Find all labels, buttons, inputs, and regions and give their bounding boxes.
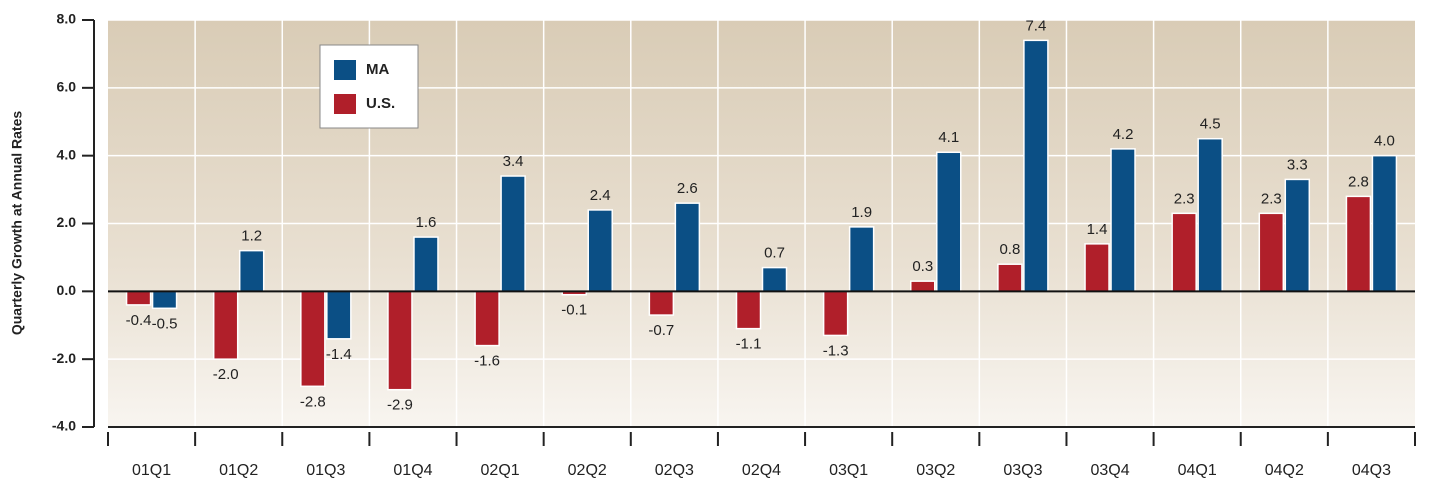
bar: [1197, 137, 1223, 293]
value-label: -1.4: [326, 346, 352, 363]
bar: [1284, 178, 1311, 293]
value-label: 4.0: [1374, 133, 1395, 150]
value-label: 0.7: [764, 245, 785, 262]
bar: [238, 249, 265, 293]
x-tick-label: 01Q1: [132, 462, 171, 479]
value-label: 2.3: [1174, 190, 1195, 207]
legend-swatch: [334, 60, 356, 80]
bar: [761, 266, 788, 293]
bar: [648, 290, 675, 316]
y-tick-label: -2.0: [52, 350, 76, 366]
value-label: 7.4: [1025, 17, 1046, 34]
bar: [500, 175, 526, 293]
bar: [1171, 212, 1197, 293]
y-tick-label: 0.0: [57, 282, 77, 298]
bar: [1371, 154, 1398, 293]
x-tick-label: 03Q3: [1003, 462, 1042, 479]
y-tick-label: 4.0: [57, 146, 77, 162]
x-tick-label: 04Q1: [1178, 462, 1217, 479]
value-label: 1.4: [1087, 221, 1108, 238]
bar: [387, 290, 413, 391]
x-tick-label: 03Q4: [1090, 462, 1129, 479]
value-label: 2.6: [677, 180, 698, 197]
bar: [1023, 39, 1049, 293]
value-label: 2.8: [1348, 173, 1369, 190]
bar: [326, 290, 352, 340]
bar: [413, 236, 439, 293]
value-label: 0.3: [912, 258, 933, 275]
x-tick-label: 04Q3: [1352, 462, 1391, 479]
y-tick-label: 2.0: [57, 214, 77, 230]
value-label: -1.1: [736, 336, 762, 353]
value-label: 3.3: [1287, 156, 1308, 173]
y-tick-label: 8.0: [57, 11, 77, 27]
value-label: -1.6: [474, 353, 500, 370]
bar: [212, 290, 239, 360]
value-label: 4.2: [1113, 126, 1134, 143]
value-label: 4.1: [938, 129, 959, 146]
x-tick-label: 01Q3: [306, 462, 345, 479]
bar: [587, 209, 613, 293]
bar: [1345, 195, 1372, 293]
bar: [674, 202, 701, 293]
bar: [151, 290, 178, 310]
bar: [125, 290, 152, 306]
y-tick-label: 6.0: [57, 79, 77, 95]
x-tick-label: 02Q3: [655, 462, 694, 479]
bar: [1110, 148, 1136, 293]
legend-swatch: [334, 94, 356, 114]
legend-label: MA: [366, 61, 389, 78]
value-label: 3.4: [503, 153, 524, 170]
bar: [735, 290, 762, 330]
value-label: -0.1: [561, 302, 587, 319]
value-label: 1.9: [851, 204, 872, 221]
x-tick-label: 03Q2: [916, 462, 955, 479]
bar: [300, 290, 326, 388]
value-label: 1.6: [416, 214, 437, 231]
bar: [822, 290, 849, 337]
bar: [474, 290, 500, 347]
value-label: -0.5: [152, 315, 178, 332]
x-tick-label: 01Q4: [393, 462, 432, 479]
x-tick-label: 02Q2: [568, 462, 607, 479]
x-tick-label: 02Q1: [481, 462, 520, 479]
value-label: -0.7: [648, 322, 674, 339]
bar: [1258, 212, 1285, 293]
value-label: 2.4: [590, 187, 611, 204]
value-label: 1.2: [241, 228, 262, 245]
bar: [910, 280, 936, 293]
y-tick-label: -4.0: [52, 418, 76, 434]
bar: [936, 151, 962, 293]
bar: [1084, 243, 1110, 293]
bar: [997, 263, 1023, 293]
x-tick-label: 04Q2: [1265, 462, 1304, 479]
x-tick-label: 02Q4: [742, 462, 781, 479]
value-label: -2.8: [300, 393, 326, 410]
legend-box: [319, 44, 419, 129]
value-label: -0.4: [126, 312, 152, 329]
value-label: -2.9: [387, 397, 413, 414]
x-tick-label: 03Q1: [829, 462, 868, 479]
bar: [848, 226, 875, 293]
legend-label: U.S.: [366, 95, 395, 112]
value-label: 2.3: [1261, 190, 1282, 207]
value-label: -2.0: [213, 366, 239, 383]
value-label: 4.5: [1200, 116, 1221, 133]
y-axis-title: Quarterly Growth at Annual Rates: [9, 111, 25, 336]
value-label: -1.3: [823, 342, 849, 359]
value-label: 0.8: [999, 241, 1020, 258]
x-tick-label: 01Q2: [219, 462, 258, 479]
